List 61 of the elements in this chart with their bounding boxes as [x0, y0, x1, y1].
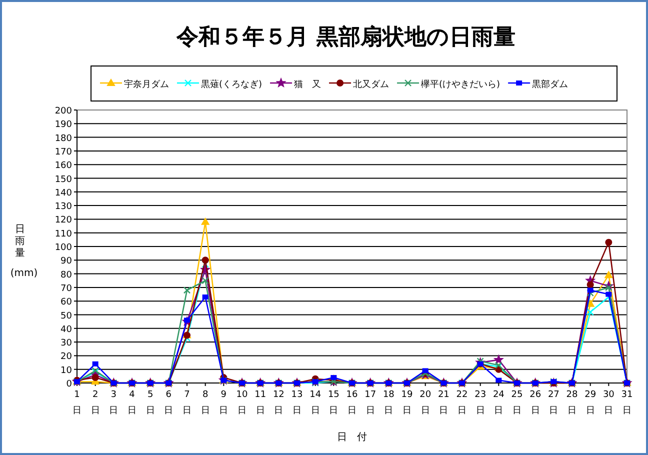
x-tick-label: 15 日: [328, 390, 340, 416]
x-tick-label: 8 日: [200, 390, 210, 416]
x-tick-label: 2 日: [90, 390, 100, 416]
y-tick-label: 160: [54, 161, 72, 172]
y-tick-label: 100: [54, 243, 72, 253]
x-tick-label: 3 日: [109, 390, 118, 416]
y-tick-label: 150: [54, 174, 72, 185]
x-tick-label: 31 日: [621, 390, 633, 416]
legend-label: 猫 又: [294, 79, 322, 90]
y-tick-label: 90: [60, 256, 72, 267]
x-tick-label: 11 日: [254, 390, 266, 416]
x-tick-label: 16 日: [346, 390, 358, 416]
y-tick-label: 130: [54, 202, 72, 212]
x-tick-label: 20 日: [420, 390, 432, 416]
x-tick-label: 4 日: [128, 390, 136, 416]
y-axis-title: 日雨量 (mm): [10, 224, 38, 279]
x-tick-label: 1 日: [72, 390, 82, 416]
x-tick-label: 13 日: [291, 390, 303, 416]
x-axis-title: 日 付: [337, 432, 367, 443]
x-tick-label: 27 日: [548, 390, 560, 416]
y-tick-label: 120: [54, 216, 72, 226]
x-tick-label: 23 日: [474, 390, 486, 416]
y-tick-label: 40: [60, 324, 72, 335]
x-tick-label: 21 日: [438, 390, 450, 416]
x-tick-label: 12 日: [272, 390, 284, 416]
y-tick-label: 140: [54, 188, 72, 198]
y-tick-label: 180: [54, 134, 72, 144]
x-tick-label: 24 日: [492, 390, 505, 416]
chart-title: 令和５年５月 黒部扇状地の日雨量: [176, 24, 516, 50]
x-tick-label: 18 日: [382, 390, 395, 416]
x-tick-label: 5 日: [146, 390, 155, 416]
y-tick-label: 60: [60, 298, 72, 308]
x-tick-label: 17 日: [364, 390, 376, 416]
y-tick-label: 0: [66, 380, 72, 390]
x-tick-label: 22 日: [456, 390, 468, 416]
legend-label: 黒部ダム: [532, 79, 568, 90]
x-tick-label: 9 日: [219, 390, 228, 416]
x-tick-label: 14 日: [310, 390, 322, 416]
legend-label: 黒薙(くろなぎ): [201, 79, 262, 90]
y-tick-label: 200: [54, 106, 72, 116]
x-tick-label: 6 日: [164, 390, 174, 416]
y-tick-label: 30: [60, 338, 72, 349]
y-tick-label: 190: [54, 120, 72, 130]
y-tick-label: 50: [60, 311, 72, 322]
x-tick-label: 10 日: [236, 390, 248, 416]
y-tick-label: 170: [54, 147, 72, 158]
y-tick-label: 110: [54, 229, 72, 240]
x-tick-label: 19 日: [401, 390, 413, 416]
x-tick-label: 29 日: [584, 390, 596, 416]
y-tick-label: 80: [60, 270, 72, 280]
y-tick-label: 10: [60, 366, 72, 376]
x-tick-label: 25 日: [511, 390, 523, 416]
x-tick-label: 30 日: [602, 390, 615, 416]
x-tick-label: 7 日: [182, 390, 192, 416]
legend-label: 宇奈月ダム: [124, 79, 169, 90]
x-tick-label: 28 日: [566, 390, 578, 416]
legend-label: 北又ダム: [353, 79, 390, 90]
y-tick-label: 20: [60, 352, 72, 362]
legend-label: 欅平(けやきだいら): [421, 79, 500, 90]
y-tick-label: 70: [60, 284, 72, 294]
x-tick-label: 26 日: [530, 390, 542, 416]
